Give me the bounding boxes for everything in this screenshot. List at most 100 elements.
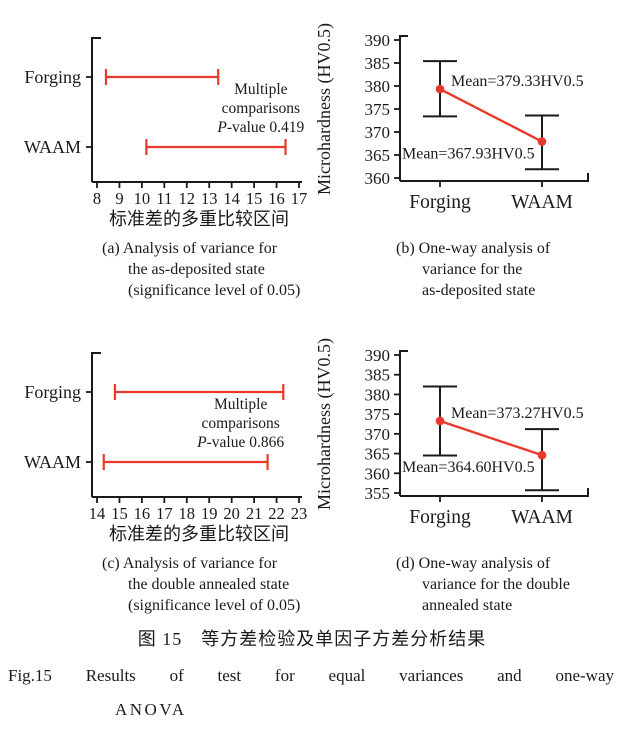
caption-b: (b) One-way analysis of variance for the…: [396, 238, 624, 301]
category-label-waam: WAAM: [511, 192, 573, 213]
caption-a-line2: the as-deposited state: [128, 261, 265, 278]
svg-text:380: 380: [365, 385, 391, 404]
category-label-forging: Forging: [24, 382, 81, 402]
category-label-forging: Forging: [24, 67, 81, 87]
x-axis-label: 标准差的多重比较区间: [109, 209, 289, 229]
svg-text:375: 375: [365, 405, 391, 424]
y-axis: [91, 352, 101, 497]
svg-text:comparisons: comparisons: [201, 415, 279, 432]
svg-text:19: 19: [201, 504, 218, 523]
svg-text:385: 385: [365, 366, 391, 385]
interval-forging: [113, 384, 285, 400]
svg-text:375: 375: [365, 100, 391, 119]
mean-label-forging: Mean=373.27HV0.5: [451, 405, 584, 422]
x-axis: [400, 488, 589, 497]
caption-a-line1: (a) Analysis of variance for: [102, 240, 278, 257]
interval-plot-as-deposited: 8 9 10 11 12 13 14 15 16 17 Forging WAAM Multiple com…: [24, 37, 307, 229]
svg-text:13: 13: [201, 189, 218, 208]
svg-text:10: 10: [134, 189, 151, 208]
mean-point-waam: [537, 137, 547, 146]
interval-forging: [104, 69, 220, 85]
figure-caption-english: Fig.15 Results of test for equal varianc…: [0, 664, 624, 720]
mean-point-forging: [435, 416, 445, 426]
caption-d-line3: annealed state: [422, 597, 513, 614]
svg-text:14: 14: [223, 189, 240, 208]
y-axis: [91, 37, 101, 182]
point-plot-as-deposited: Microhardness (HV0.5) 3603653703753803853…: [314, 23, 589, 213]
svg-text:15: 15: [111, 504, 128, 523]
caption-c-line2: the double annealed state: [128, 576, 290, 593]
svg-text:17: 17: [291, 189, 308, 208]
svg-text:comparisons: comparisons: [222, 100, 300, 117]
subplot-b-cell: Microhardness (HV0.5) 360 365 370 375 380 385 3…: [312, 0, 624, 301]
subplot-c-cell: 14 15 16 17 18 19 20 21 22 23 Forging WAAM Multiple c…: [0, 315, 312, 616]
mean-point-waam: [537, 450, 547, 460]
svg-text:360: 360: [365, 464, 391, 483]
x-axis-label: 标准差的多重比较区间: [109, 524, 289, 544]
x-axis: [400, 173, 589, 182]
mean-label-waam: Mean=364.60HV0.5: [402, 459, 535, 476]
category-label-waam: WAAM: [24, 452, 81, 472]
svg-text:Multiple: Multiple: [234, 81, 288, 98]
svg-text:17: 17: [156, 504, 173, 523]
svg-text:355: 355: [365, 484, 391, 503]
caption-c: (c) Analysis of variance for the double …: [102, 553, 312, 616]
svg-text:365: 365: [365, 445, 391, 464]
svg-text:390: 390: [365, 31, 391, 50]
svg-text:360: 360: [365, 169, 391, 188]
interval-waam: [102, 454, 269, 470]
x-tick-labels: 14 15 16 17 18 19 20 21 22 23: [89, 497, 308, 523]
caption-a-line3: (significance level of 0.05): [128, 282, 301, 299]
svg-text:23: 23: [291, 504, 308, 523]
svg-text:16: 16: [134, 504, 151, 523]
svg-text:14: 14: [89, 504, 106, 523]
svg-text:390: 390: [365, 346, 391, 365]
mean-connector-line: [439, 419, 543, 457]
svg-text:Multiple: Multiple: [214, 396, 268, 413]
caption-b-line1: (b) One-way analysis of: [396, 240, 551, 257]
figure-row-top: 8 9 10 11 12 13 14 15 16 17 Forging WAAM Multiple com…: [0, 0, 624, 301]
y-axis-label: Microhardness (HV0.5): [314, 338, 335, 510]
y-axis: [399, 350, 408, 496]
category-label-waam: WAAM: [24, 137, 81, 157]
subplot-a-cell: 8 9 10 11 12 13 14 15 16 17 Forging WAAM Multiple com…: [0, 0, 312, 301]
caption-d-line2: variance for the double: [422, 576, 570, 593]
figure-caption-chinese: 图 15 等方差检验及单因子方差分析结果: [137, 629, 487, 649]
figure-row-bottom: 14 15 16 17 18 19 20 21 22 23 Forging WAAM Multiple c…: [0, 315, 624, 616]
svg-text:22: 22: [268, 504, 285, 523]
y-axis-label: Microhardness (HV0.5): [314, 23, 335, 195]
subplot-d-cell: Microhardness (HV0.5) 355 360 365 370 375 380 3…: [312, 315, 624, 616]
category-label-waam: WAAM: [511, 507, 573, 528]
svg-text:385: 385: [365, 54, 391, 73]
svg-text:21: 21: [246, 504, 263, 523]
interval-plot-double-annealed: 14 15 16 17 18 19 20 21 22 23 Forging WAAM Multiple c…: [24, 352, 308, 544]
caption-c-line3: (significance level of 0.05): [128, 597, 301, 614]
category-label-forging: Forging: [409, 507, 471, 528]
figure-caption-english-line1: Fig.15 Results of test for equal varianc…: [8, 666, 614, 685]
figure-caption-english-line2: ANOVA: [115, 700, 187, 719]
svg-text:11: 11: [156, 189, 172, 208]
mean-connector-line: [439, 88, 543, 143]
x-tick-labels: 8 9 10 11 12 13 14 15 16 17: [93, 182, 307, 208]
svg-text:12: 12: [179, 189, 196, 208]
error-bar-waam: [525, 428, 559, 492]
caption-b-line2: variance for the: [422, 261, 523, 278]
svg-text:15: 15: [246, 189, 263, 208]
mean-label-waam: Mean=367.93HV0.5: [402, 146, 535, 163]
caption-c-line1: (c) Analysis of variance for: [102, 555, 278, 572]
caption-d-line1: (d) One-way analysis of: [396, 555, 551, 572]
svg-text:9: 9: [115, 189, 123, 208]
category-label-forging: Forging: [409, 192, 471, 213]
svg-text:P-value 0.419: P-value 0.419: [216, 119, 304, 136]
y-tick-labels: 360 365 370 375 380 385 390: [365, 31, 400, 188]
svg-text:P-value 0.866: P-value 0.866: [196, 434, 284, 451]
svg-text:370: 370: [365, 123, 391, 142]
svg-text:20: 20: [223, 504, 240, 523]
mean-label-forging: Mean=379.33HV0.5: [451, 73, 584, 90]
p-value-annotation: Multiple comparisons P-value 0.419: [216, 81, 304, 136]
interval-waam: [145, 139, 287, 155]
p-value-annotation: Multiple comparisons P-value 0.866: [196, 396, 284, 451]
svg-text:16: 16: [268, 189, 285, 208]
